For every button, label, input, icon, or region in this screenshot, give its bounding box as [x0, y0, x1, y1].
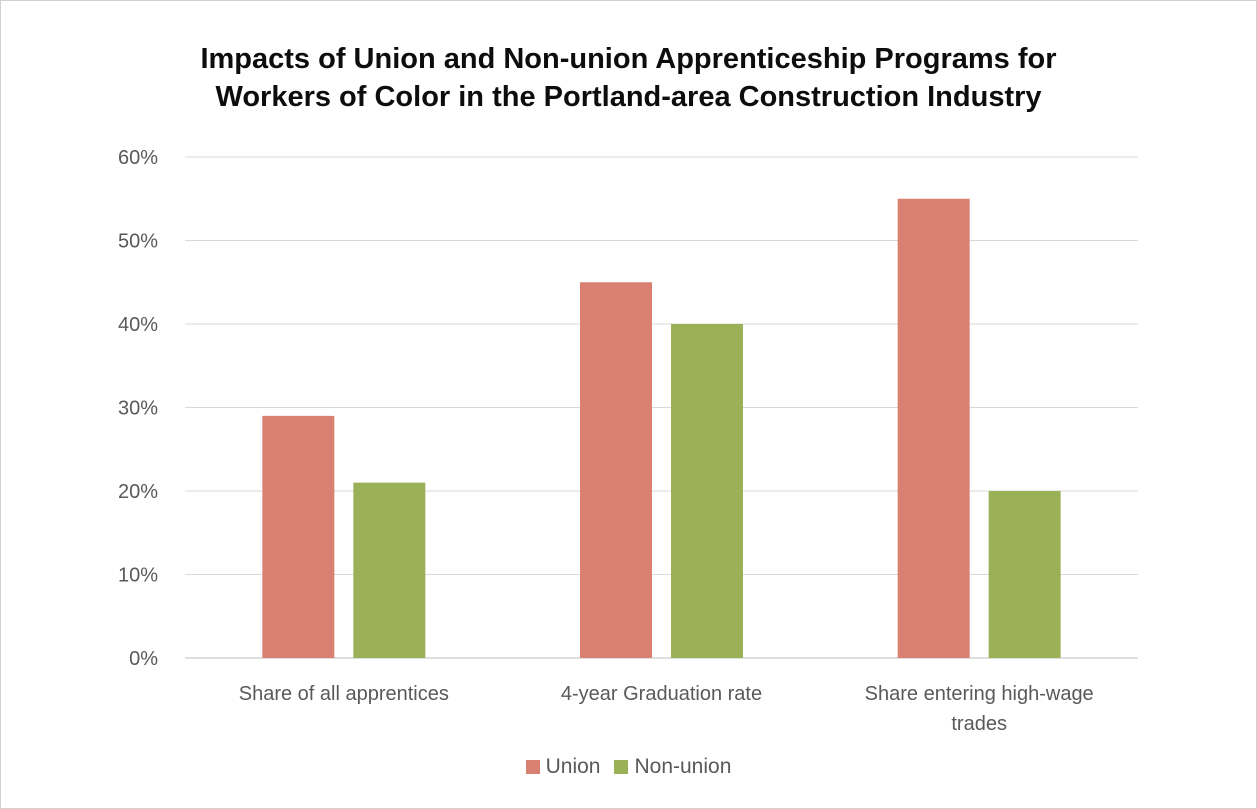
y-tick-label: 40%	[118, 314, 158, 336]
x-category-label: Share entering high-wage trades	[865, 683, 1094, 735]
bar-non-union-0	[353, 482, 426, 658]
gridlines	[185, 156, 1138, 659]
legend-swatch-non-union	[614, 760, 629, 774]
y-tick-label: 0%	[129, 648, 158, 670]
y-tick-label: 20%	[118, 481, 158, 503]
x-category-label: Share of all apprentices	[239, 683, 449, 705]
bar-union-0	[262, 415, 335, 658]
x-category-label: 4-year Graduation rate	[561, 683, 762, 705]
chart-title-line-2: Workers of Color in the Portland-area Co…	[215, 81, 1042, 113]
y-tick-label: 10%	[118, 565, 158, 587]
x-axis-category-labels: Share of all apprentices 4-year Graduatio…	[239, 683, 1094, 735]
legend: Union Non-union	[0, 755, 1257, 779]
legend-item-non-union: Non-union	[614, 755, 731, 779]
legend-label-non-union: Non-union	[634, 755, 732, 778]
y-axis-tick-labels: 0% 10% 20% 30% 40% 50% 60%	[118, 147, 158, 670]
legend-label-union: Union	[545, 755, 601, 778]
legend-item-union: Union	[525, 755, 601, 779]
bar-union-2	[897, 198, 970, 658]
chart-title: Impacts of Union and Non-union Apprentic…	[0, 40, 1257, 116]
bar-union-1	[580, 282, 652, 658]
y-tick-label: 60%	[118, 147, 158, 169]
bar-non-union-1	[671, 324, 743, 658]
y-tick-label: 30%	[118, 398, 158, 420]
legend-swatch-union	[525, 760, 540, 774]
bar-non-union-2	[988, 491, 1061, 658]
y-tick-label: 50%	[118, 231, 158, 253]
bars	[262, 198, 1061, 658]
chart-title-line-1: Impacts of Union and Non-union Apprentic…	[200, 43, 1057, 75]
